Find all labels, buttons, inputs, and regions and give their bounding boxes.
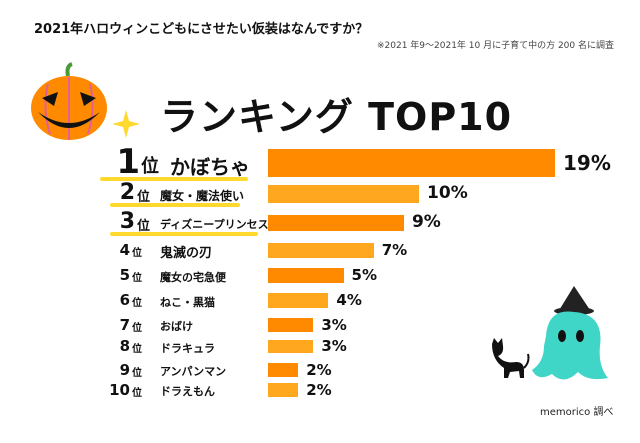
value-label: 2% bbox=[306, 380, 332, 399]
bar bbox=[268, 268, 344, 283]
value-label: 5% bbox=[351, 266, 377, 285]
bar bbox=[268, 293, 329, 308]
rank-suffix: 位 bbox=[132, 322, 142, 334]
rank-suffix: 位 bbox=[132, 387, 142, 399]
rank-suffix: 位 bbox=[137, 218, 151, 234]
black-cat-icon bbox=[492, 338, 530, 378]
rank-number: 6 bbox=[119, 291, 130, 310]
rank-number: 2 bbox=[119, 180, 135, 206]
value-label: 4% bbox=[336, 291, 362, 310]
pumpkin-icon bbox=[31, 62, 107, 140]
rank-number: 10 bbox=[109, 380, 130, 399]
rank-suffix: 位 bbox=[132, 367, 142, 379]
bar bbox=[268, 318, 314, 332]
category-label: ねこ・黒猫 bbox=[160, 295, 215, 309]
rank-number: 4 bbox=[119, 241, 130, 260]
bar bbox=[268, 149, 555, 177]
bar bbox=[268, 383, 299, 397]
category-label: ディズニープリンセス bbox=[160, 218, 269, 232]
value-label: 19% bbox=[563, 150, 611, 175]
category-label: 魔女・魔法使い bbox=[160, 188, 245, 203]
value-label: 3% bbox=[321, 337, 347, 356]
sparkle-icon bbox=[112, 110, 140, 138]
category-label: かぼちゃ bbox=[170, 154, 250, 179]
survey-question: 2021年ハロウィンこどもにさせたい仮装はなんですか？ bbox=[34, 22, 369, 37]
rank-underline bbox=[110, 203, 240, 207]
rank-number: 7 bbox=[119, 315, 130, 334]
rank-suffix: 位 bbox=[137, 189, 151, 205]
rank-suffix: 位 bbox=[141, 155, 159, 177]
rank-number: 3 bbox=[119, 209, 135, 235]
rank-suffix: 位 bbox=[132, 298, 142, 310]
category-label: 鬼滅の刃 bbox=[160, 246, 213, 262]
survey-note: ※2021 年9〜2021年 10 月に子育て中の方 200 名に調査 bbox=[376, 41, 614, 51]
value-label: 10% bbox=[427, 183, 468, 204]
value-label: 3% bbox=[321, 315, 347, 334]
value-label: 7% bbox=[381, 241, 408, 260]
rank-number: 5 bbox=[119, 266, 130, 285]
ghost-icon bbox=[532, 286, 608, 380]
bar bbox=[268, 243, 374, 258]
category-label: アンパンマン bbox=[160, 365, 227, 379]
rank-suffix: 位 bbox=[132, 273, 142, 285]
bar bbox=[268, 340, 314, 353]
rank-number: 1 bbox=[116, 141, 140, 182]
value-label: 9% bbox=[411, 212, 441, 233]
chart-heading: ランキング TOP10 bbox=[160, 95, 513, 139]
bar bbox=[268, 363, 299, 377]
rank-suffix: 位 bbox=[132, 248, 142, 260]
rank-number: 9 bbox=[119, 360, 130, 379]
bar bbox=[268, 185, 420, 203]
rank-underline bbox=[110, 232, 258, 236]
source-credit: memorico 調べ bbox=[540, 407, 614, 418]
bar bbox=[268, 215, 404, 231]
category-label: ドラえもん bbox=[160, 385, 215, 399]
category-label: ドラキュラ bbox=[160, 341, 215, 355]
rank-underline bbox=[100, 177, 248, 181]
rank-suffix: 位 bbox=[132, 344, 142, 356]
category-label: 魔女の宅急便 bbox=[160, 270, 226, 284]
rank-number: 8 bbox=[119, 337, 130, 356]
category-label: おばけ bbox=[160, 320, 193, 334]
value-label: 2% bbox=[306, 360, 332, 379]
